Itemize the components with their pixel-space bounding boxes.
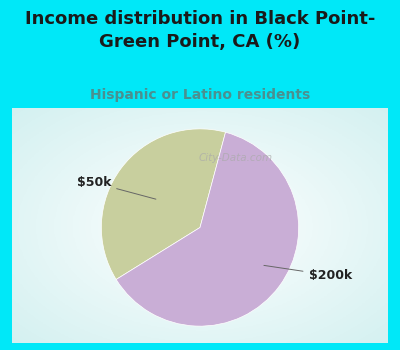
Text: Income distribution in Black Point-
Green Point, CA (%): Income distribution in Black Point- Gree…: [25, 10, 375, 51]
Text: City-Data.com: City-Data.com: [198, 153, 272, 163]
Wedge shape: [116, 132, 299, 326]
Text: Hispanic or Latino residents: Hispanic or Latino residents: [90, 88, 310, 102]
Wedge shape: [101, 129, 226, 280]
Text: $200k: $200k: [264, 265, 352, 282]
Text: $50k: $50k: [77, 176, 156, 199]
